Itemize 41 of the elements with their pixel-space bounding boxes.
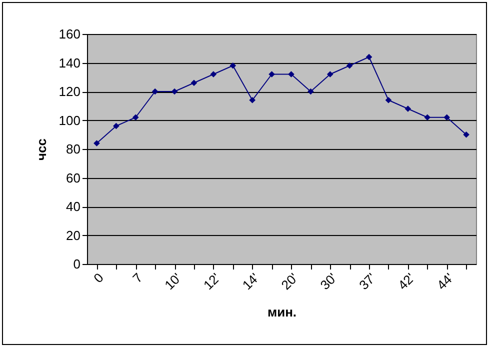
x-tick-label: 20' xyxy=(278,270,301,293)
point xyxy=(463,131,470,138)
x-tick-label: 42' xyxy=(395,270,418,293)
x-tick-label: 12' xyxy=(200,270,224,293)
point xyxy=(113,122,120,130)
y-tick-label: 0 xyxy=(73,256,80,272)
point xyxy=(366,54,372,60)
x-tick-label: 0 xyxy=(90,270,106,286)
point xyxy=(171,88,178,95)
point xyxy=(346,62,353,69)
point xyxy=(249,96,256,104)
x-tick-label: 10' xyxy=(162,270,184,293)
y-tick-label: 140 xyxy=(58,55,80,70)
y-tick-label: 20 xyxy=(66,228,80,243)
y-axis-title: чсс xyxy=(34,138,49,161)
point xyxy=(404,106,412,112)
y-tick-label: 60 xyxy=(66,170,80,186)
point xyxy=(326,71,334,78)
point xyxy=(152,88,158,95)
point xyxy=(210,71,217,78)
point xyxy=(444,114,450,121)
y-tick-label: 80 xyxy=(66,142,80,156)
point xyxy=(385,96,392,104)
y-tick-label: 160 xyxy=(58,26,80,42)
point xyxy=(268,71,275,78)
x-tick-label: 44' xyxy=(434,270,457,293)
point xyxy=(230,62,236,69)
x-tick-label: 30' xyxy=(317,270,340,293)
x-tick-label: 7 xyxy=(130,270,146,286)
point xyxy=(94,140,100,146)
x-tick-label: 14' xyxy=(239,270,262,293)
point xyxy=(132,114,139,121)
y-tick-label: 40 xyxy=(66,199,80,214)
y-tick-label: 120 xyxy=(58,84,80,99)
x-tick-label: 37' xyxy=(356,270,379,293)
y-tick-label: 100 xyxy=(58,112,80,128)
point xyxy=(190,80,198,86)
x-axis-title: мин. xyxy=(267,304,297,320)
point xyxy=(288,71,294,78)
point xyxy=(308,88,314,95)
point xyxy=(424,114,431,121)
